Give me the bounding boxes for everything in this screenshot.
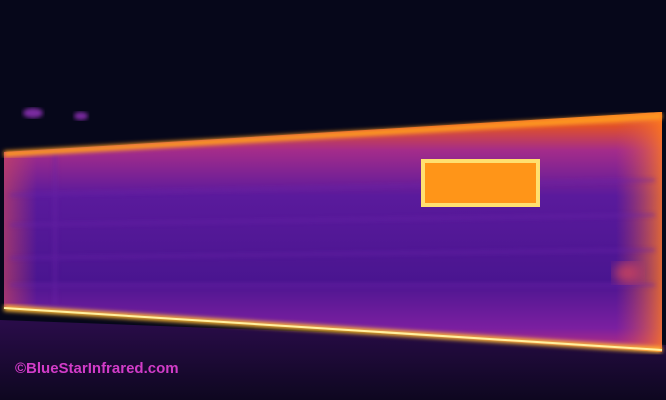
roof-edge [3,113,663,157]
warm-spot [74,112,88,120]
floor-edge-core [3,307,663,351]
warm-spot [614,263,642,283]
window [421,159,540,207]
watermark: ©BlueStarInfrared.com [15,360,179,377]
panel-seams [9,150,656,305]
warm-spot [23,108,43,118]
